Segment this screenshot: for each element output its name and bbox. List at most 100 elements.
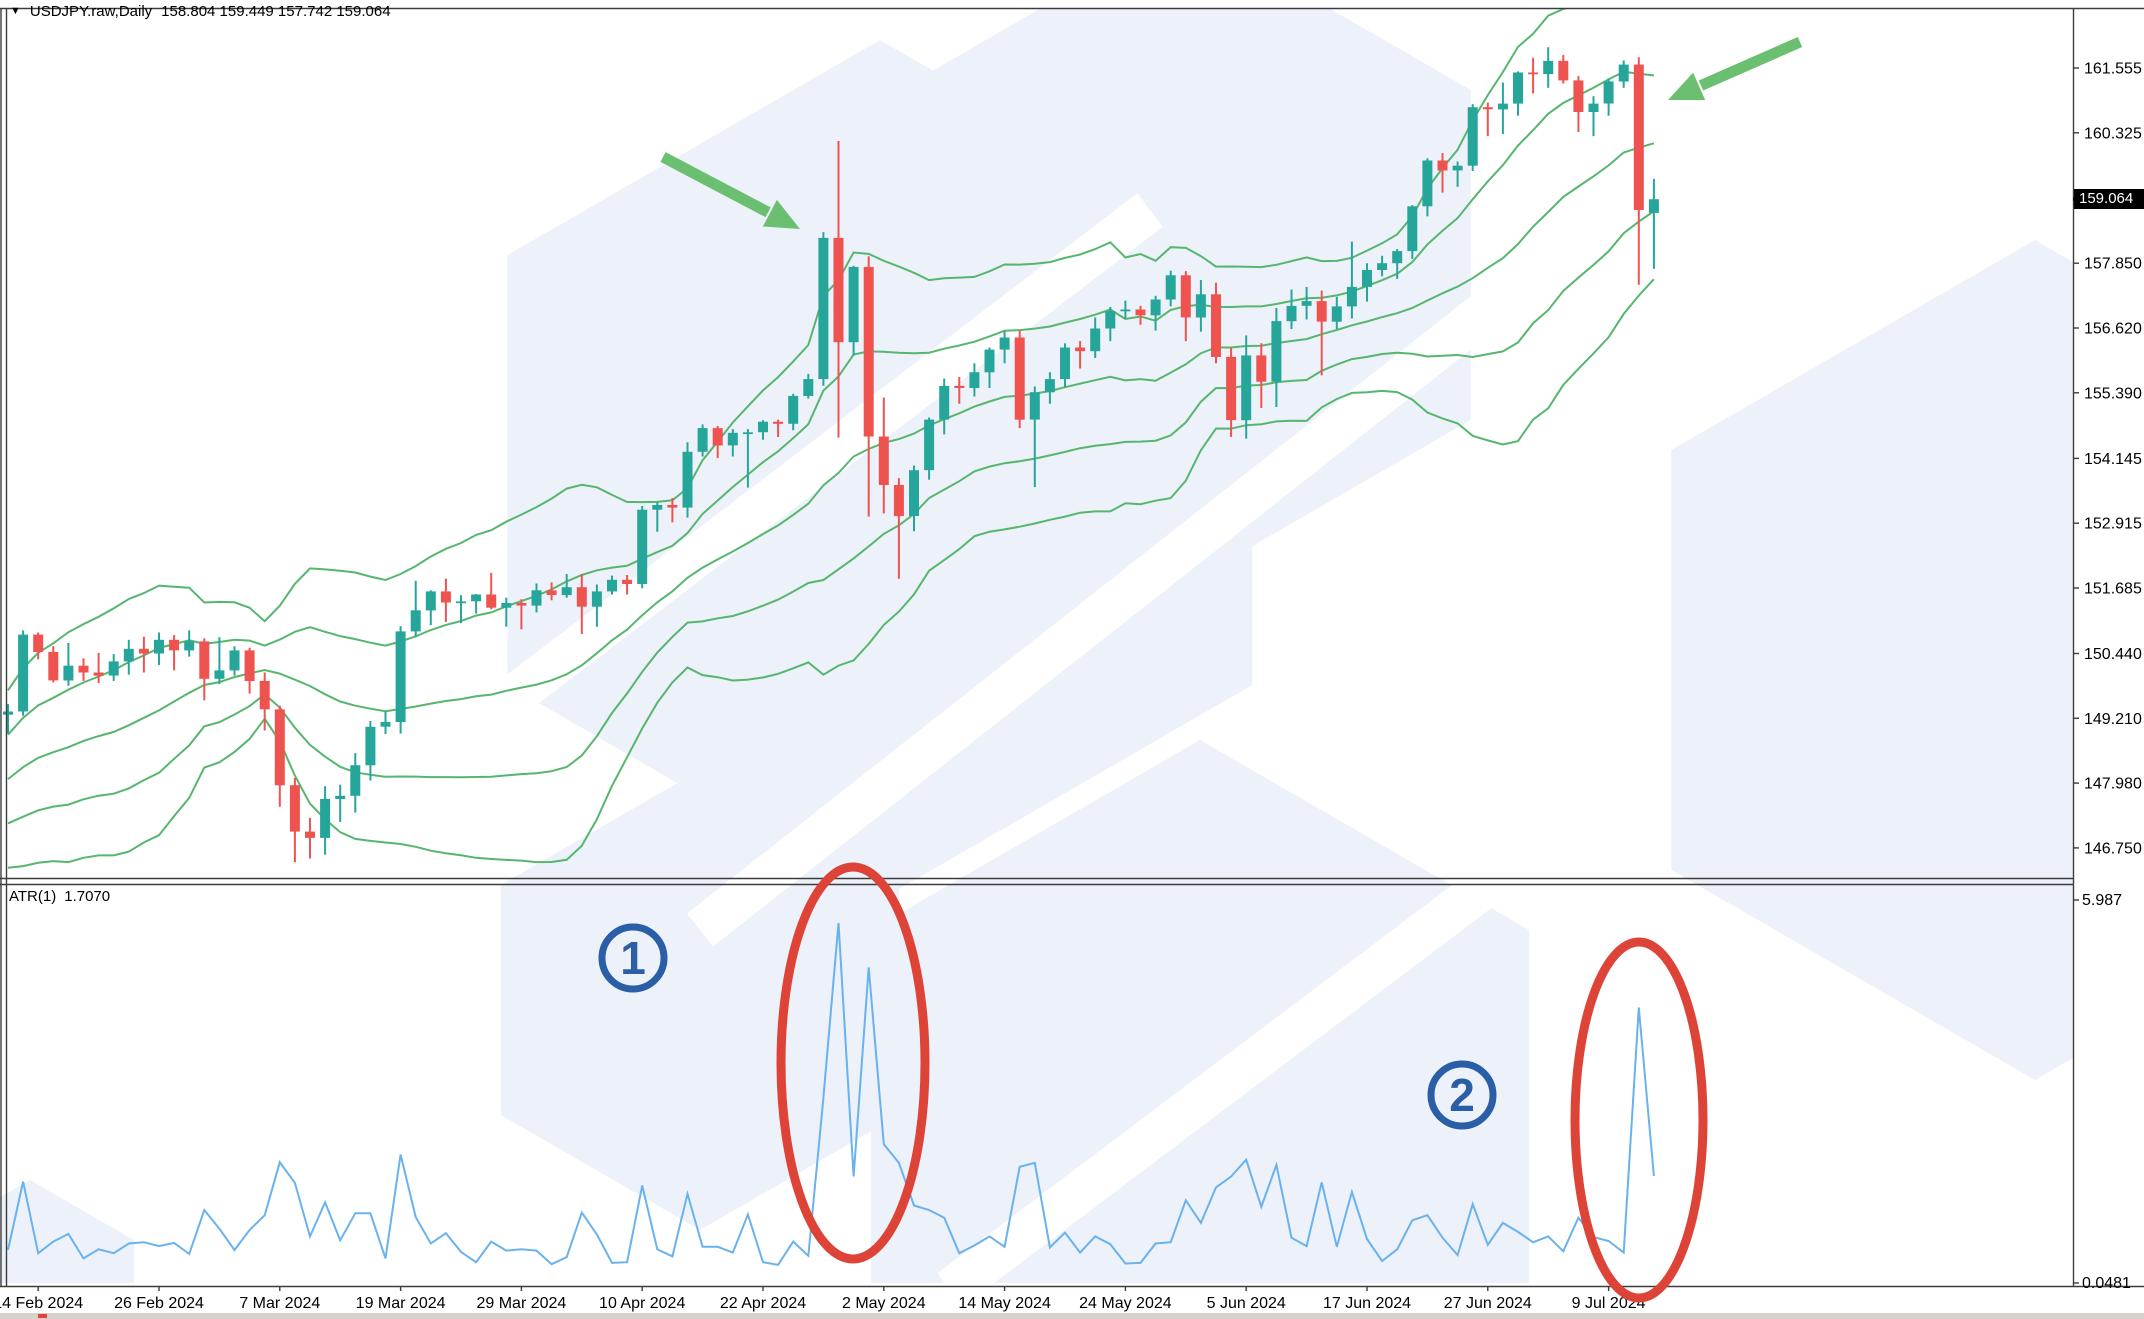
atr-plot-area[interactable]	[0, 884, 2073, 1286]
candle	[591, 584, 602, 627]
atr-scale-label: 5.987	[2082, 892, 2122, 909]
candle-body	[1120, 309, 1131, 312]
candle	[954, 377, 965, 404]
candle	[425, 590, 436, 626]
candle	[622, 575, 633, 595]
candle-body	[848, 266, 859, 343]
date-tick-label: 5 Jun 2024	[1207, 1295, 1286, 1312]
candle	[758, 420, 768, 440]
date-tick-label: 17 Jun 2024	[1323, 1295, 1411, 1312]
candle-body	[33, 634, 44, 652]
atr-line	[7, 922, 1655, 1266]
candle-body	[531, 590, 542, 606]
current-price-tag: 159.064	[2074, 189, 2144, 209]
candle-body	[93, 672, 104, 676]
candle-body	[1301, 301, 1312, 306]
symbol-collapse-icon[interactable]: ▼	[10, 5, 21, 17]
candle	[274, 705, 285, 807]
price-tick-label: 157.850	[2084, 256, 2142, 273]
candle-body	[78, 665, 89, 673]
candle-body	[199, 641, 210, 679]
candle-body	[576, 587, 587, 607]
candle-body	[123, 648, 134, 662]
candle-body	[742, 432, 753, 435]
candle	[1195, 280, 1206, 332]
candle-body	[63, 665, 74, 681]
candle	[1346, 241, 1357, 319]
candle-body	[3, 711, 13, 715]
candle-body	[305, 831, 315, 838]
main-chart-plot-area[interactable]	[0, 9, 2073, 878]
candle-body	[425, 591, 436, 611]
time-axis[interactable]: 14 Feb 2024 26 Feb 2024 7 Mar 2024 19 Mar 2…	[0, 1286, 1646, 1312]
candle	[546, 582, 557, 601]
price-tick-label: 150.440	[2084, 646, 2142, 663]
candle-body	[1346, 286, 1357, 307]
candle-body	[1331, 306, 1342, 322]
candle-body	[863, 266, 874, 437]
candle	[561, 574, 572, 598]
candle	[154, 632, 164, 666]
date-tick-label: 14 May 2024	[958, 1295, 1051, 1312]
candle	[1301, 286, 1312, 320]
candle	[1392, 249, 1403, 279]
price-tick-label: 156.620	[2084, 321, 2142, 338]
price-axis[interactable]: 161.555 160.325 157.850 156.620 155.390 154.1…	[2073, 61, 2142, 1293]
candle	[1482, 102, 1493, 137]
candle-body	[516, 603, 527, 606]
atr-indicator-value: 1.7070	[64, 888, 111, 905]
candle	[1362, 263, 1372, 302]
candle-body	[909, 470, 919, 516]
candle	[1437, 153, 1448, 193]
candle-body	[486, 594, 497, 608]
candle-body	[1271, 321, 1282, 382]
candle	[289, 777, 300, 863]
candle-body	[1513, 72, 1523, 104]
date-tick-label: 22 Apr 2024	[720, 1295, 806, 1312]
circled-number-ring	[1427, 1060, 1497, 1130]
candle	[440, 578, 451, 622]
candle	[48, 646, 59, 683]
candle-body	[1180, 275, 1191, 318]
candle-body	[380, 722, 391, 727]
candle-body	[1014, 337, 1025, 420]
candle-body	[758, 421, 768, 433]
candle-body	[18, 634, 29, 712]
candle	[1256, 343, 1267, 408]
date-tick-label: 27 Jun 2024	[1444, 1295, 1532, 1312]
candle-body	[1211, 294, 1221, 357]
annotation-arrow-head	[1668, 72, 1706, 101]
candle	[833, 141, 844, 438]
candle	[78, 658, 89, 681]
circled-number-ring	[598, 923, 668, 993]
candle	[380, 711, 391, 735]
date-tick-label: 29 Mar 2024	[476, 1295, 566, 1312]
bollinger-band-line	[7, 9, 1567, 691]
candle-body	[833, 237, 844, 343]
candle-body	[1452, 165, 1463, 171]
candle-body	[1075, 347, 1086, 352]
candle	[1558, 55, 1569, 84]
candle-body	[803, 379, 814, 396]
candle-body	[667, 505, 678, 508]
candle	[576, 574, 587, 634]
candle	[1543, 47, 1554, 88]
candle-body	[652, 505, 663, 510]
candle	[199, 638, 210, 701]
price-tick-label: 161.555	[2084, 61, 2142, 78]
candle	[969, 363, 980, 397]
candle-body	[1165, 275, 1176, 300]
candle	[365, 721, 376, 781]
annotations-layer: 12	[598, 36, 1803, 1303]
candle-body	[214, 670, 225, 679]
date-tick-label: 26 Feb 2024	[114, 1295, 204, 1312]
date-tick-label: 10 Apr 2024	[599, 1295, 685, 1312]
candle	[697, 424, 708, 457]
candle	[108, 654, 119, 681]
candle-body	[1633, 64, 1644, 210]
candle	[1241, 335, 1252, 439]
candle	[350, 753, 361, 813]
candle	[1075, 341, 1086, 369]
watermark-cube	[0, 1180, 134, 1283]
